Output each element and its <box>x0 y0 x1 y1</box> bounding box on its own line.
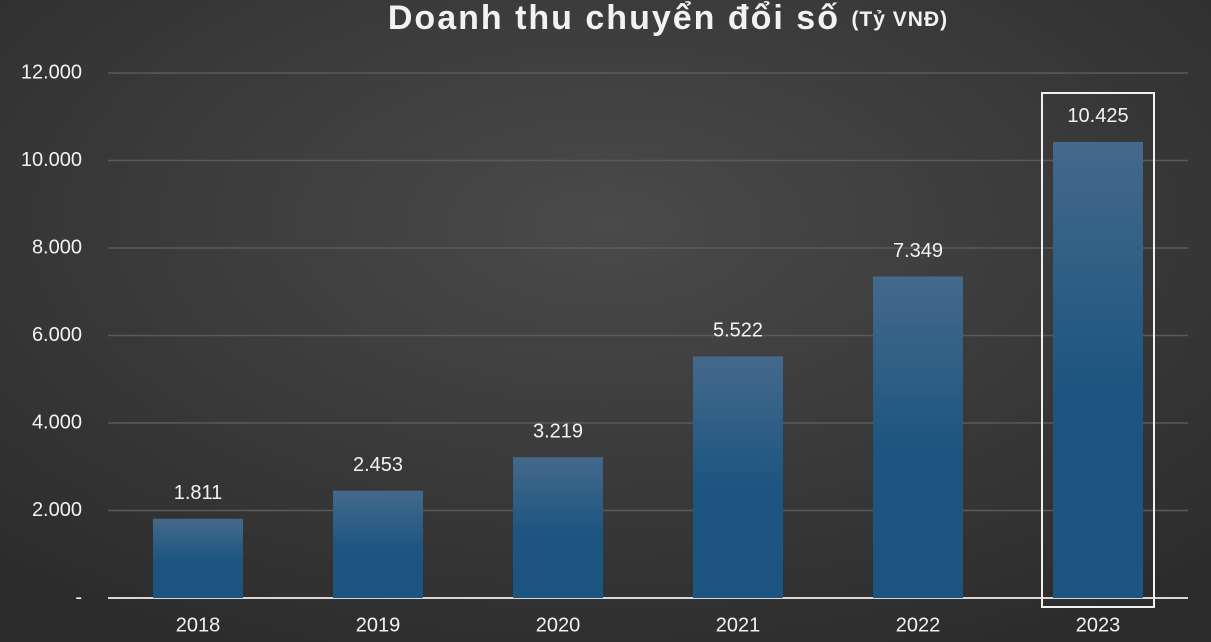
bar <box>873 276 963 598</box>
data-label: 5.522 <box>713 320 763 342</box>
subtitle: (Tỷ VNĐ) <box>851 8 948 31</box>
data-label: 10.425 <box>1067 105 1128 127</box>
x-tick-label: 2023 <box>1076 614 1121 636</box>
x-tick-label: 2022 <box>896 614 941 636</box>
chart-title: Doanh thu chuyển đổi số (Tỷ VNĐ) <box>388 0 948 37</box>
bar <box>333 490 423 598</box>
y-tick-label: 4.000 <box>32 411 82 433</box>
bar <box>153 518 243 598</box>
data-label: 3.219 <box>533 420 583 442</box>
highlight-box <box>1041 92 1155 608</box>
x-tick-label: 2021 <box>716 614 761 636</box>
y-tick-label: 10.000 <box>21 149 82 171</box>
y-tick-label: - <box>75 586 82 608</box>
bar <box>1053 141 1143 598</box>
title: Doanh thu chuyển đổi số <box>388 0 840 37</box>
y-tick-label: 2.000 <box>32 499 82 521</box>
y-tick-label: 12.000 <box>21 61 82 83</box>
x-tick-label: 2019 <box>356 614 401 636</box>
data-label: 2.453 <box>353 454 403 476</box>
data-label: 7.349 <box>893 240 943 262</box>
x-tick-label: 2020 <box>536 614 581 636</box>
data-label: 1.811 <box>174 482 223 504</box>
y-tick-label: 8.000 <box>32 236 82 258</box>
bar <box>693 356 783 598</box>
bar <box>513 457 603 598</box>
x-tick-label: 2018 <box>176 614 221 636</box>
y-tick-label: 6.000 <box>32 324 82 346</box>
